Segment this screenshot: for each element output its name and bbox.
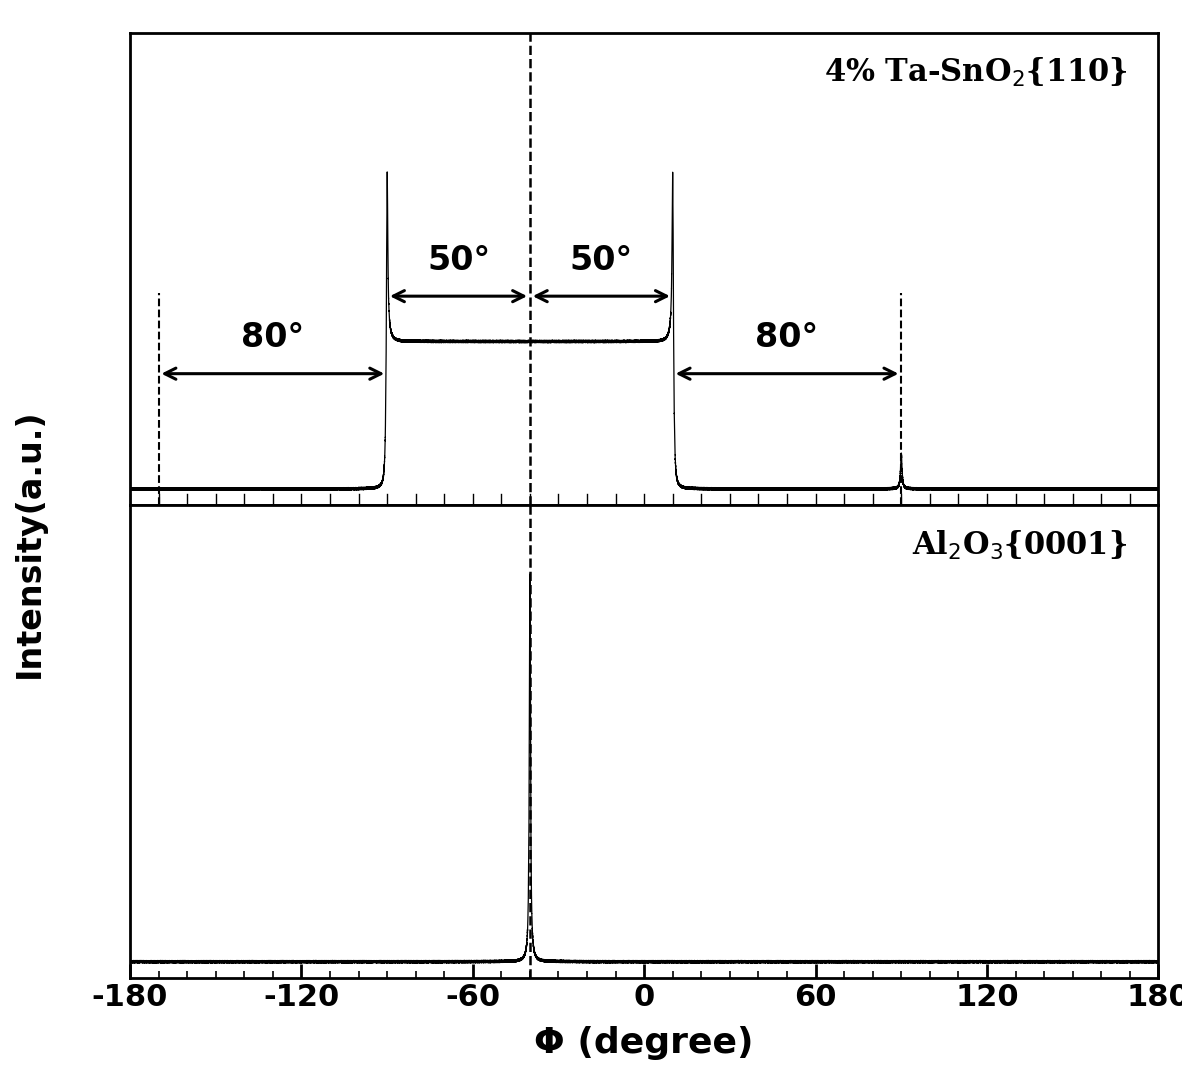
Text: Al$_2$O$_3${0001}: Al$_2$O$_3${0001}	[913, 529, 1128, 562]
X-axis label: Φ (degree): Φ (degree)	[534, 1026, 754, 1060]
Text: 80°: 80°	[241, 322, 305, 354]
Text: 4% Ta-SnO$_2${110}: 4% Ta-SnO$_2${110}	[824, 57, 1128, 89]
Text: 50°: 50°	[427, 243, 491, 277]
Text: Intensity(a.u.): Intensity(a.u.)	[13, 409, 46, 678]
Text: 80°: 80°	[755, 322, 819, 354]
Text: 50°: 50°	[570, 243, 632, 277]
